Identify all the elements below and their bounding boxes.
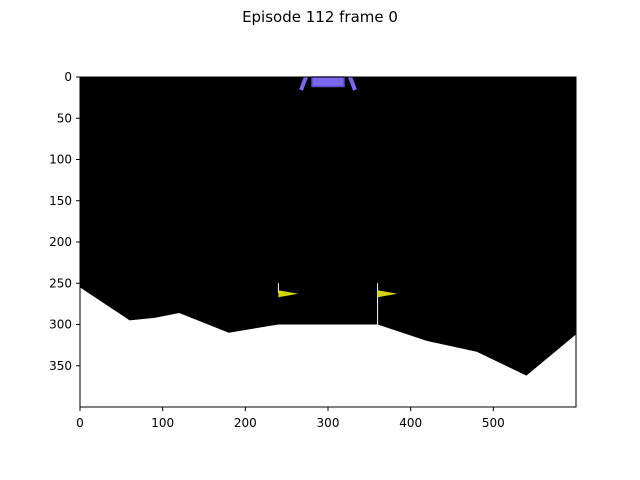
y-tick-label: 100	[49, 153, 72, 167]
x-tick-label: 200	[234, 416, 257, 430]
game-scene	[80, 76, 576, 407]
x-tick-label: 100	[151, 416, 174, 430]
figure-title: Episode 112 frame 0	[242, 8, 398, 26]
x-tick-label: 400	[399, 416, 422, 430]
flag-banner	[278, 290, 299, 298]
lunar-lander	[299, 76, 357, 91]
y-tick-label: 0	[64, 70, 72, 84]
y-tick-label: 150	[49, 194, 72, 208]
x-tick-label: 0	[76, 416, 84, 430]
y-tick-label: 350	[49, 359, 72, 373]
lander-right-leg	[348, 76, 357, 91]
landing-flag	[377, 283, 398, 325]
y-tick-label: 300	[49, 318, 72, 332]
x-tick-label: 500	[482, 416, 505, 430]
y-tick-label: 200	[49, 235, 72, 249]
y-tick-label: 50	[57, 111, 72, 125]
terrain	[80, 287, 576, 407]
flag-banner	[377, 290, 398, 298]
lander-left-leg	[299, 76, 308, 91]
x-axis: 0 100 200 300 400 500	[76, 407, 505, 430]
y-tick-label: 250	[49, 276, 72, 290]
y-axis: 0 50 100 150 200 250 300 350	[49, 70, 80, 373]
lander-body	[311, 76, 345, 88]
x-tick-label: 300	[317, 416, 340, 430]
landing-flag	[277, 283, 299, 298]
